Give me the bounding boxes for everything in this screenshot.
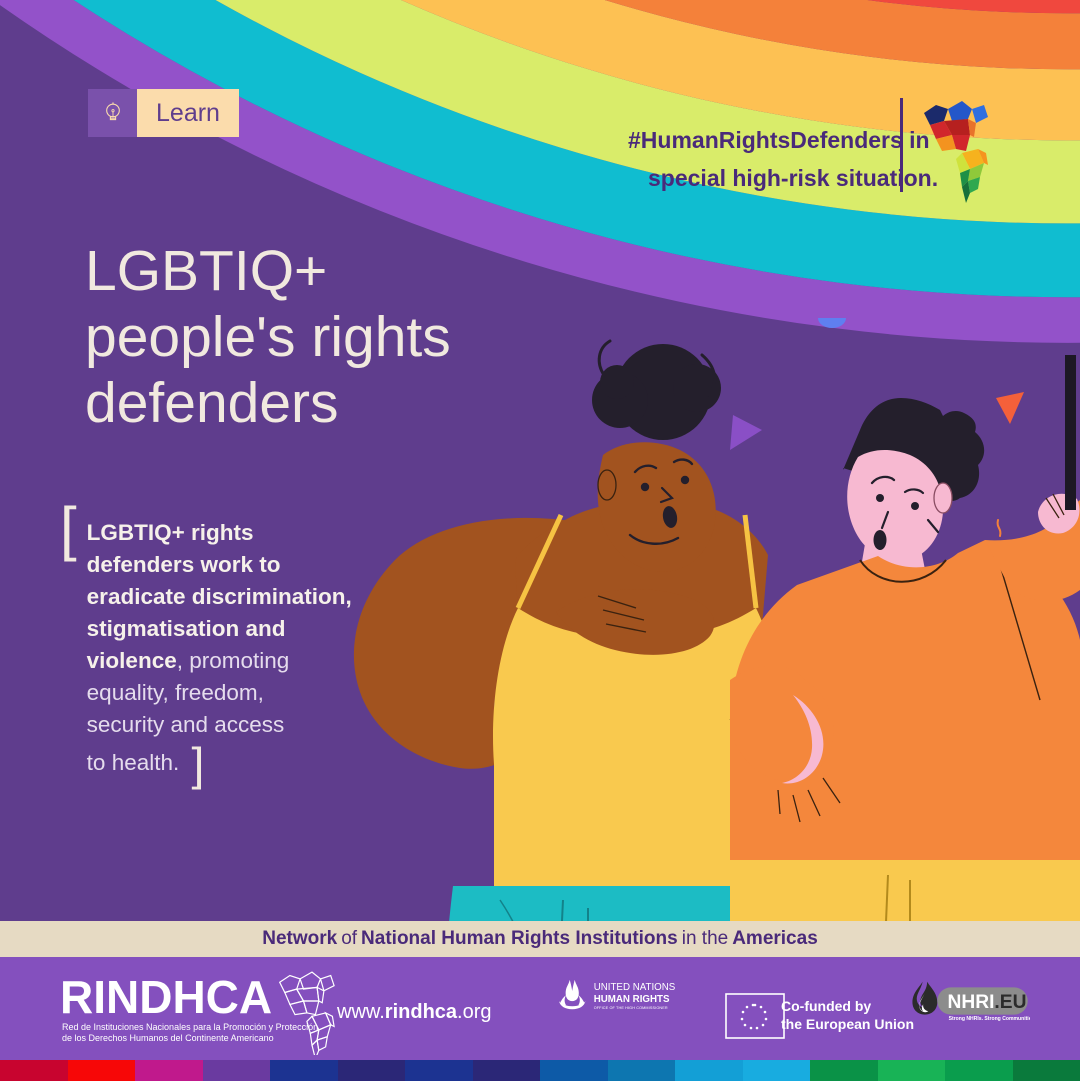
svg-text:Strong NHRIs. Strong Communiti: Strong NHRIs. Strong Communities. [949, 1016, 1030, 1022]
svg-text:HUMAN RIGHTS: HUMAN RIGHTS [594, 994, 670, 1005]
svg-text:Red de Instituciones Nacionale: Red de Instituciones Nacionales para la … [62, 1022, 318, 1032]
svg-text:NHRI.EU: NHRI.EU [947, 992, 1026, 1013]
svg-text:OFFICE OF THE HIGH COMMISSIONE: OFFICE OF THE HIGH COMMISSIONER [594, 1006, 668, 1010]
svg-text:de los Derechos Humanos del Co: de los Derechos Humanos del Continente A… [62, 1033, 274, 1043]
svg-text:RINDHCA: RINDHCA [60, 971, 272, 1023]
svg-text:UNITED NATIONS: UNITED NATIONS [594, 982, 676, 993]
